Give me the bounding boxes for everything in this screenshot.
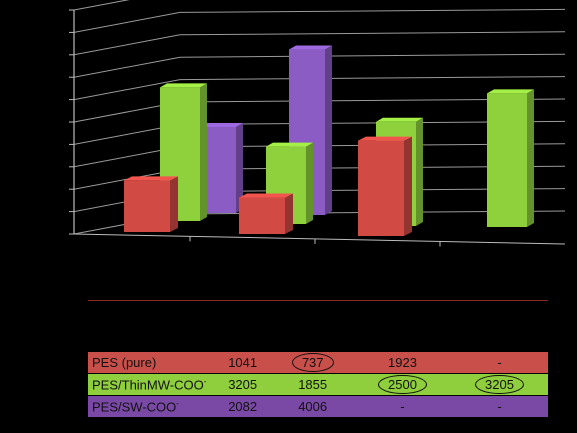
bar-chart-3d [69, 0, 566, 247]
table-row: PES (pure) 1041 737 1923- [88, 352, 548, 374]
table-row: PES/ThinMW-COO- 3205 1855 2500 3205 [88, 373, 548, 396]
bar [124, 176, 178, 232]
gridline-side [73, 34, 181, 56]
gridline-back [179, 53, 566, 58]
bar [358, 136, 412, 236]
table-cell: - [450, 395, 548, 417]
gridline-side [73, 0, 130, 11]
table-cell: 2500 [354, 373, 451, 396]
table-cell: 3205 [214, 373, 272, 396]
table-cell: 3205 [450, 373, 548, 396]
gridline-side [73, 11, 181, 33]
table-cell: 4006 [271, 395, 354, 417]
gridline-back [179, 76, 566, 81]
series-label: PES/SW-COO- [88, 395, 214, 417]
bar [487, 89, 534, 227]
x-axis [73, 233, 566, 245]
gridline-side [73, 79, 181, 101]
table-cell: 1041 [214, 352, 272, 374]
separator-line [88, 300, 548, 301]
table-cell: 1923 [354, 352, 451, 374]
gridline-back [179, 8, 566, 13]
table-cell: - [450, 352, 548, 374]
chart-bars [124, 45, 534, 236]
bar [160, 83, 207, 221]
series-label: PES (pure) [88, 352, 214, 374]
table-row: PES/SW-COO- 2082 4006- - [88, 395, 548, 417]
gridline-back [179, 31, 566, 36]
table-cell: 737 [271, 352, 354, 374]
bar [239, 193, 293, 234]
gridline-side [73, 56, 181, 78]
series-label: PES/ThinMW-COO- [88, 373, 214, 396]
table-cell: - [354, 395, 451, 417]
table-cell: 2082 [214, 395, 272, 417]
data-table: PES (pure) 1041 737 1923- PES/ThinMW-COO- 320… [88, 352, 548, 417]
table-cell: 1855 [271, 373, 354, 396]
